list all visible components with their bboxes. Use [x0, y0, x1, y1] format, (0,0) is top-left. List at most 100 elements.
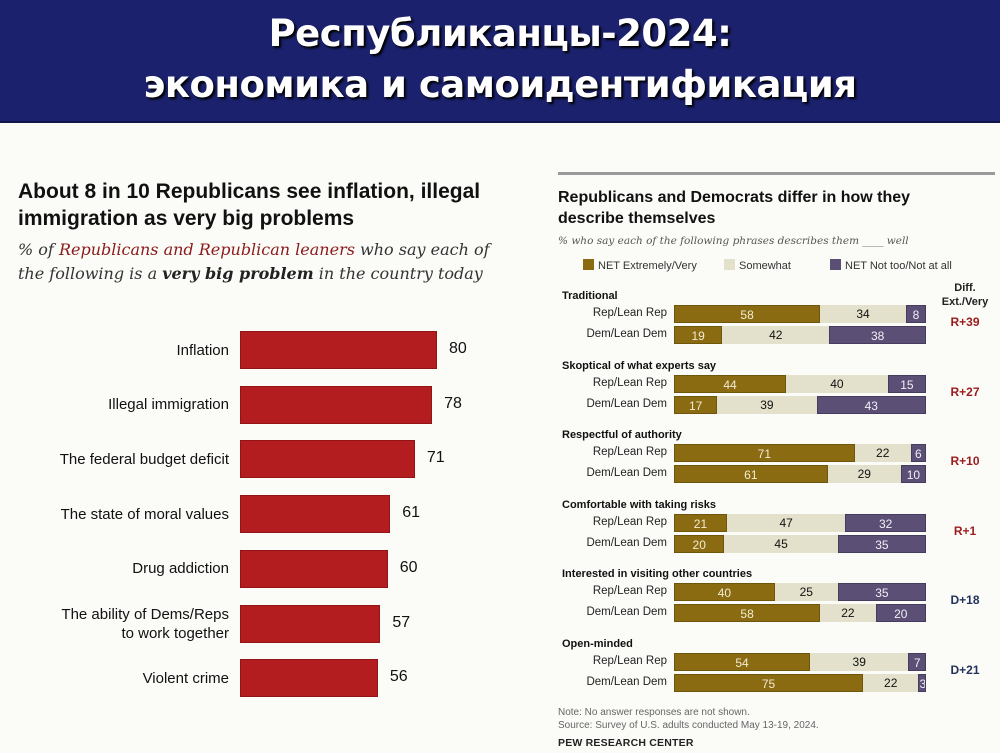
group-title: Respectful of authority	[562, 429, 682, 442]
bar	[240, 331, 437, 369]
row-label: Rep/Lean Rep	[592, 376, 667, 389]
row-label: Dem/Lean Dem	[586, 467, 667, 480]
diff-value: D+21	[950, 663, 980, 677]
legend-label: Somewhat	[739, 260, 791, 272]
segment-not-too: 38	[829, 326, 926, 344]
legend-item-extremely-very: NET Extremely/Very	[583, 259, 697, 272]
segment-not-too: 32	[845, 513, 926, 532]
legend-label: NET Extremely/Very	[598, 260, 697, 272]
category-label-line: Violent crime	[142, 669, 229, 687]
segment-somewhat: 40	[786, 374, 888, 393]
bar	[240, 385, 433, 424]
segment-extremely-very: 71	[674, 444, 855, 463]
segment-extremely-very: 21	[674, 513, 727, 532]
segment-extremely-very: 58	[674, 604, 821, 623]
category-label-line: The ability of Dems/Reps	[61, 605, 229, 623]
bar-value-label: 80	[449, 340, 467, 357]
segment-somewhat: 34	[820, 305, 906, 323]
segment-somewhat: 25	[774, 583, 838, 602]
row-label: Dem/Lean Dem	[586, 606, 667, 619]
row-label: Dem/Lean Dem	[586, 536, 667, 549]
subtitle-highlight: Republicans and Republican leaners	[58, 240, 355, 259]
segment-somewhat: 45	[724, 534, 838, 553]
slide-title-line-2: экономика и самоидентификация	[143, 63, 857, 106]
row-label: Rep/Lean Rep	[592, 446, 667, 459]
category-label: Drug addiction	[132, 559, 229, 578]
diff-value: R+27	[950, 384, 980, 399]
category-label: Inflation	[176, 341, 229, 360]
segment-somewhat: 22	[854, 444, 911, 463]
segment-somewhat: 29	[827, 465, 901, 484]
diff-value: D+18	[950, 593, 980, 608]
row-label: Rep/Lean Rep	[592, 655, 667, 667]
segment-extremely-very: 19	[674, 326, 723, 344]
slide-title-line-1: Республиканцы-2024:	[268, 12, 732, 55]
diff-value: R+1	[953, 523, 977, 538]
group-title: Open-minded	[562, 638, 633, 650]
group-title: Traditional	[562, 290, 618, 302]
segment-extremely-very: 58	[674, 305, 821, 323]
row-label: Dem/Lean Dem	[586, 328, 667, 340]
slide-header: Республиканцы-2024: экономика и самоиден…	[0, 0, 1000, 123]
diff-header-line-2: Ext./Very	[941, 296, 989, 308]
row-label: Rep/Lean Rep	[592, 585, 667, 598]
segment-not-too: 8	[905, 305, 926, 323]
segment-extremely-very: 40	[674, 583, 775, 602]
legend-swatch	[724, 259, 735, 270]
right-chart-title: Republicans and Democrats differ in how …	[558, 189, 911, 227]
right-chart-subtitle: % who say each of the following phrases …	[558, 235, 909, 247]
segment-extremely-very: 75	[674, 674, 863, 692]
category-label-line: Illegal immigration	[108, 396, 229, 414]
bar-value-label: 61	[402, 504, 420, 522]
group-title: Comfortable with taking risks	[562, 498, 717, 511]
segment-extremely-very: 17	[674, 395, 718, 414]
bar-value-label: 60	[399, 558, 418, 576]
subtitle-suffix: in the country today	[313, 264, 483, 283]
row-label: Dem/Lean Dem	[586, 676, 667, 688]
category-label: The federal budget deficit	[60, 450, 229, 469]
bar-value-label: 56	[389, 668, 408, 686]
segment-not-too: 35	[837, 583, 926, 602]
row-label: Rep/Lean Rep	[592, 307, 667, 319]
bar-value-label: 71	[426, 449, 445, 467]
category-label: Violent crime	[143, 669, 229, 688]
segment-somewhat: 39	[717, 395, 817, 414]
segment-not-too: 10	[900, 465, 926, 484]
group-title: Interested in visiting other countries	[562, 568, 753, 581]
chart-source: Source: Survey of U.S. adults conducted …	[558, 720, 819, 731]
segment-extremely-very: 20	[674, 534, 725, 553]
category-label: The ability of Dems/Reps to work together	[61, 605, 229, 643]
segment-somewhat: 22	[820, 604, 876, 623]
segment-somewhat: 47	[726, 513, 846, 532]
segment-extremely-very: 54	[674, 653, 811, 671]
segment-extremely-very: 44	[674, 374, 786, 393]
segment-somewhat: 39	[810, 653, 909, 671]
segment-not-too: 20	[875, 604, 926, 623]
diff-column-header: Diff. Ext./Very	[935, 281, 995, 309]
segment-not-too: 3	[918, 674, 926, 692]
left-chart-subtitle: % of Republicans and Republican leaners …	[18, 238, 498, 286]
subtitle-middle: who say each of the following is a	[18, 240, 490, 283]
segment-not-too: 6	[910, 444, 926, 463]
row-label: Rep/Lean Rep	[592, 515, 667, 528]
category-label: The state of moral values	[61, 505, 229, 524]
subtitle-emphasis: very big problem	[162, 264, 314, 283]
category-label-line: Drug addiction	[132, 560, 229, 578]
diff-value: R+10	[950, 454, 980, 469]
legend-label: NET Not too/Not at all	[845, 260, 952, 272]
bar-value-label: 78	[444, 394, 462, 412]
segment-not-too: 35	[837, 534, 926, 553]
category-label-line: Inflation	[176, 341, 229, 359]
legend-item-not-too: NET Not too/Not at all	[830, 259, 952, 272]
legend-swatch	[830, 259, 841, 270]
legend-swatch	[583, 259, 594, 270]
bar-value-label: 57	[392, 613, 411, 631]
legend-item-somewhat: Somewhat	[724, 259, 791, 272]
bar	[240, 604, 381, 643]
segment-somewhat: 42	[722, 326, 830, 344]
segment-not-too: 7	[908, 653, 926, 671]
chart-note: Note: No answer responses are not shown.	[558, 707, 750, 718]
bar	[240, 659, 378, 698]
category-label: Illegal immigration	[108, 395, 229, 414]
top-rule	[558, 172, 995, 175]
